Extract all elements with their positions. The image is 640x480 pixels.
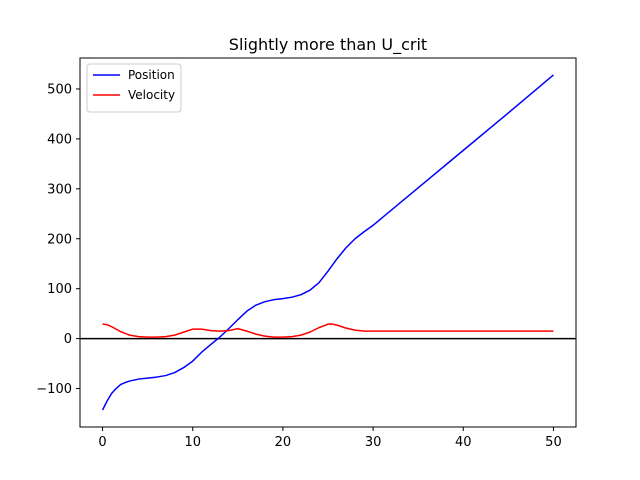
chart-title: Slightly more than U_crit	[229, 35, 427, 55]
legend-box	[86, 63, 182, 113]
axis-ticks: 0 10 20 30 40 50 −100 0 100 200 300 400 500	[36, 82, 561, 450]
legend: Position Velocity	[86, 63, 182, 113]
x-tick-label: 30	[365, 435, 382, 450]
plot-area	[80, 74, 576, 411]
y-tick-label: 200	[47, 232, 72, 247]
y-tick-label: 0	[64, 332, 72, 347]
legend-label-velocity: Velocity	[128, 88, 175, 102]
x-tick-label: 10	[184, 435, 201, 450]
x-tick-label: 0	[98, 435, 106, 450]
series-line-velocity	[102, 323, 554, 338]
axes-frame	[79, 57, 577, 428]
x-tick-label: 20	[275, 435, 292, 450]
x-tick-label: 50	[545, 435, 562, 450]
y-tick-label: 300	[47, 182, 72, 197]
y-tick-label: 100	[47, 282, 72, 297]
y-tick-label: 400	[47, 132, 72, 147]
y-tick-label: −100	[36, 382, 72, 397]
series-line-position	[101, 74, 554, 411]
legend-label-position: Position	[128, 68, 175, 82]
x-tick-label: 40	[455, 435, 472, 450]
y-tick-label: 500	[47, 82, 72, 97]
